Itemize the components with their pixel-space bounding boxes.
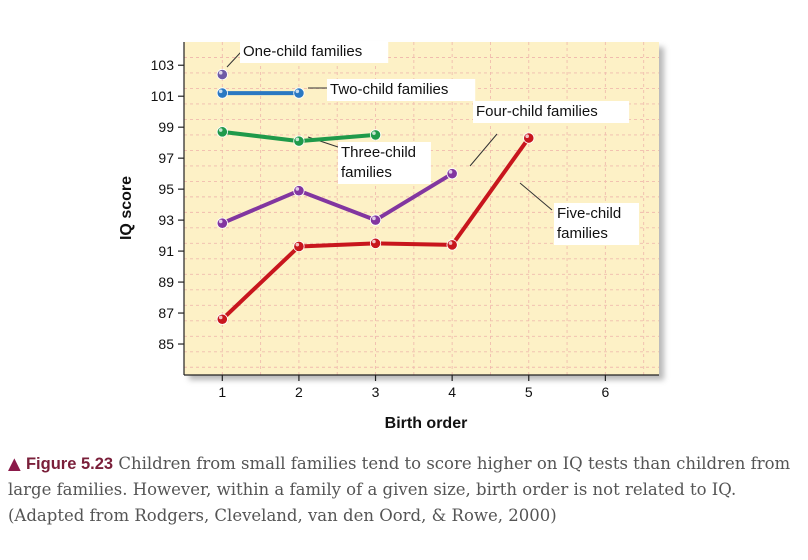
data-point-highlight: [218, 89, 223, 94]
annotation-label-line: families: [557, 225, 608, 242]
annotation-labels: One-child families Two-child families Thre…: [240, 41, 639, 245]
data-point-highlight: [448, 241, 453, 245]
data-point: [293, 135, 305, 147]
annotation-label: Five-child families: [557, 205, 621, 242]
annotation-label-bg: [473, 101, 630, 123]
annotation-label-line: Two-child families: [330, 81, 448, 98]
y-tick-label: 97: [158, 150, 174, 166]
triangle-icon: ▲: [8, 454, 21, 473]
annotation-label-bg: [338, 142, 431, 184]
x-tick-label: 6: [601, 384, 609, 400]
y-tick-label: 101: [151, 88, 175, 104]
data-point-highlight: [448, 170, 453, 174]
data-point-highlight: [295, 242, 300, 247]
data-point: [446, 168, 458, 180]
figure-label: Figure 5.23: [25, 455, 114, 473]
data-point: [293, 185, 305, 197]
data-point-highlight: [372, 239, 376, 244]
annotation-label-line: families: [341, 164, 392, 181]
data-point-highlight: [295, 137, 300, 142]
data-point-highlight: [372, 131, 376, 135]
data-point: [216, 68, 228, 81]
data-point: [216, 87, 228, 99]
data-point-highlight: [372, 216, 376, 221]
data-point: [216, 313, 228, 325]
iq-birth-order-chart: 85 87 89 91 93 95 97 99 101 103 1 2 3 4 5 6 One-child f…: [118, 41, 659, 432]
data-point-highlight: [295, 89, 300, 94]
data-point-highlight: [295, 187, 300, 191]
y-axis-label: IQ score: [118, 176, 135, 240]
data-point: [369, 129, 382, 141]
x-tick-label: 1: [218, 384, 226, 400]
annotation-label: Three-child families: [341, 144, 416, 181]
data-point: [369, 237, 382, 249]
data-point-highlight: [525, 134, 529, 139]
data-point: [293, 240, 305, 253]
data-point-highlight: [218, 128, 223, 132]
y-tick-label: 87: [158, 305, 174, 321]
series-points: [216, 68, 535, 325]
y-tick-label: 103: [151, 57, 175, 73]
annotation-leader: [226, 51, 242, 68]
annotation-label-line: Four-child families: [476, 103, 598, 120]
y-tick-label: 89: [158, 274, 174, 290]
x-tick-label: 5: [525, 384, 533, 400]
data-point-highlight: [218, 219, 223, 224]
y-tick-label: 95: [158, 181, 174, 197]
annotation-label: Four-child families: [476, 103, 598, 120]
data-point: [216, 217, 228, 229]
data-point-highlight: [218, 315, 223, 320]
caption-text: Children from small families tend to sco…: [8, 454, 791, 525]
annotation-leader: [519, 182, 553, 211]
data-point-highlight: [218, 70, 223, 75]
x-tick-label: 4: [448, 384, 456, 400]
annotation-label: Two-child families: [330, 81, 448, 98]
annotation-label-line: One-child families: [243, 43, 362, 60]
y-tick-label: 91: [158, 243, 174, 259]
annotation-leader: [469, 133, 498, 167]
x-axis-label: Birth order: [385, 415, 468, 432]
y-tick-label: 99: [158, 119, 174, 135]
data-point: [523, 132, 535, 144]
annotation-label-bg: [327, 79, 476, 101]
annotation-label-line: Five-child: [557, 205, 621, 222]
tick-labels: 85 87 89 91 93 95 97 99 101 103 1 2 3 4 5 6: [151, 57, 610, 400]
data-point: [216, 126, 228, 138]
annotation-label-bg: [240, 41, 389, 63]
x-tick-label: 2: [295, 384, 303, 400]
figure-caption: ▲ Figure 5.23 Children from small famili…: [8, 451, 798, 529]
data-point: [446, 239, 458, 251]
y-tick-label: 93: [158, 212, 174, 228]
y-tick-label: 85: [158, 336, 174, 352]
data-point: [293, 87, 305, 99]
annotation-label: One-child families: [243, 43, 362, 60]
series-line-4: [220, 171, 455, 226]
annotation-label-bg: [554, 203, 639, 245]
axes: [178, 42, 659, 381]
annotation-label-line: Three-child: [341, 144, 416, 161]
data-point: [369, 214, 382, 226]
x-tick-label: 3: [372, 384, 380, 400]
